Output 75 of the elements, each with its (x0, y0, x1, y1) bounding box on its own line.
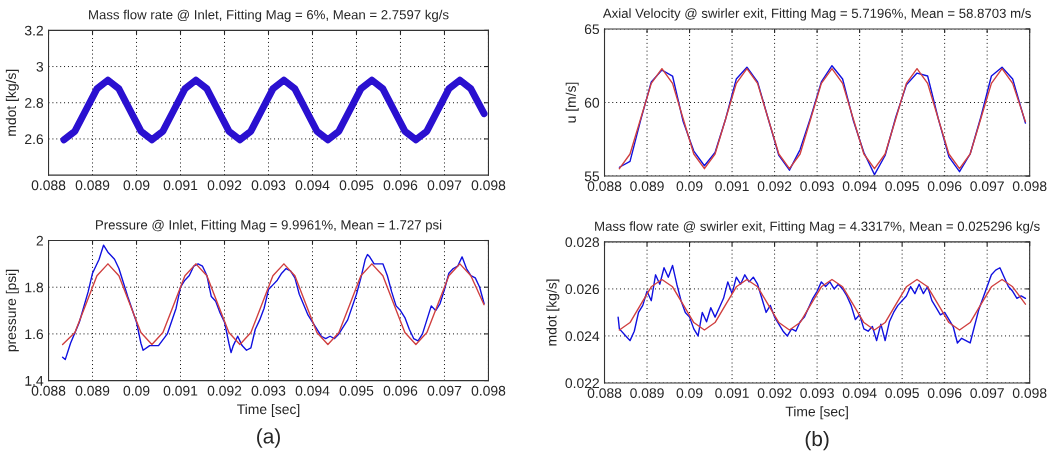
x-tick-label: 0.088 (587, 388, 622, 398)
y-tick-label: 65 (584, 24, 600, 35)
line-series (61, 244, 485, 361)
x-tick-label: 0.098 (1012, 181, 1047, 192)
x-tick-label: 0.098 (471, 180, 506, 191)
x-tick-label: 0.098 (1012, 388, 1047, 398)
y-tick-label: 1.8 (25, 282, 44, 293)
y-axis-title: mdot [kg/s] (546, 279, 560, 346)
x-tick-label: 0.091 (715, 181, 749, 192)
x-tick-label: 0.095 (885, 388, 919, 398)
x-tick-label: 0.097 (970, 388, 1004, 398)
x-tick-label: 0.088 (31, 180, 66, 191)
x-tick-label: 0.097 (970, 181, 1004, 192)
x-tick-label: 0.09 (123, 385, 150, 396)
x-tick-label: 0.095 (885, 181, 919, 192)
x-tick-label: 0.096 (927, 181, 962, 192)
x-tick-label: 0.098 (471, 385, 506, 396)
x-axis-title: Time [sec] (785, 406, 848, 420)
x-tick-label: 0.096 (383, 180, 418, 191)
y-tick-label: 2.6 (25, 134, 44, 145)
x-tick-label: 0.089 (630, 388, 664, 398)
x-tick-label: 0.093 (251, 180, 286, 191)
x-axis-title: Time [sec] (237, 403, 300, 417)
y-tick-label: 0.026 (565, 284, 600, 295)
x-tick-label: 0.092 (207, 385, 242, 396)
y-tick-label: 2.8 (25, 98, 44, 108)
x-tick-label: 0.088 (587, 181, 622, 192)
y-tick-label: 3 (36, 61, 44, 72)
x-tick-label: 0.097 (427, 180, 462, 191)
y-tick-label: 1.4 (25, 376, 44, 386)
y-axis-title: u [m/s] (565, 82, 579, 123)
x-tick-label: 0.091 (715, 388, 749, 398)
x-tick-label: 0.089 (75, 385, 110, 396)
chart-title: Mass flow rate @ swirler exit, Fitting Mag = 4.3317%, Mean = 0.025296 kg/s (595, 221, 1040, 234)
x-tick-label: 0.095 (339, 180, 374, 191)
y-tick-label: 55 (584, 171, 600, 182)
line-series (61, 263, 485, 346)
x-tick-label: 0.09 (123, 180, 150, 191)
chart-title: Mass flow rate @ Inlet, Fitting Mag = 6%, Mean = 2.7597 kg/s (89, 9, 449, 22)
x-tick-label: 0.094 (842, 388, 877, 398)
x-tick-label: 0.094 (295, 385, 330, 396)
x-tick-label: 0.091 (163, 180, 198, 191)
y-tick-label: 3.2 (24, 25, 43, 36)
x-tick-label: 0.094 (295, 180, 330, 191)
x-tick-label: 0.091 (163, 385, 198, 396)
x-tick-label: 0.095 (339, 385, 374, 396)
x-tick-label: 0.092 (757, 181, 792, 192)
y-axis-title: pressure [psi] (5, 269, 19, 352)
x-tick-label: 0.088 (31, 385, 66, 396)
y-axis-title: mdot [kg/s] (5, 69, 19, 136)
text: (b) (805, 430, 829, 451)
x-tick-label: 0.093 (800, 181, 834, 192)
line-series (617, 264, 1027, 344)
x-tick-label: 0.092 (207, 180, 242, 191)
x-tick-label: 0.09 (676, 181, 703, 192)
x-tick-label: 0.089 (630, 181, 664, 192)
y-tick-label: 0.028 (565, 237, 600, 248)
x-tick-label: 0.092 (757, 388, 792, 398)
y-tick-label: 2 (36, 235, 43, 246)
line-series (618, 278, 1027, 331)
x-tick-label: 0.089 (75, 180, 110, 191)
chart-title: Axial Velocity @ swirler exit, Fitting Mag = 5.7196%, Mean = 58.8703 m/s (602, 8, 1031, 21)
y-tick-label: 60 (584, 97, 600, 108)
y-tick-label: 0.022 (565, 378, 599, 389)
y-tick-label: 1.6 (25, 329, 44, 340)
x-tick-label: 0.096 (383, 385, 418, 396)
x-tick-label: 0.096 (927, 388, 962, 398)
y-tick-label: 0.024 (565, 331, 600, 342)
x-tick-label: 0.093 (800, 388, 834, 398)
chart-title: Pressure @ Inlet, Fitting Mag = 9.9961%, Mean = 1.727 psi (96, 219, 442, 233)
text: (a) (257, 428, 280, 448)
x-tick-label: 0.094 (842, 181, 877, 192)
x-tick-label: 0.09 (676, 388, 703, 398)
x-tick-label: 0.093 (251, 385, 286, 396)
x-tick-label: 0.097 (427, 385, 462, 396)
